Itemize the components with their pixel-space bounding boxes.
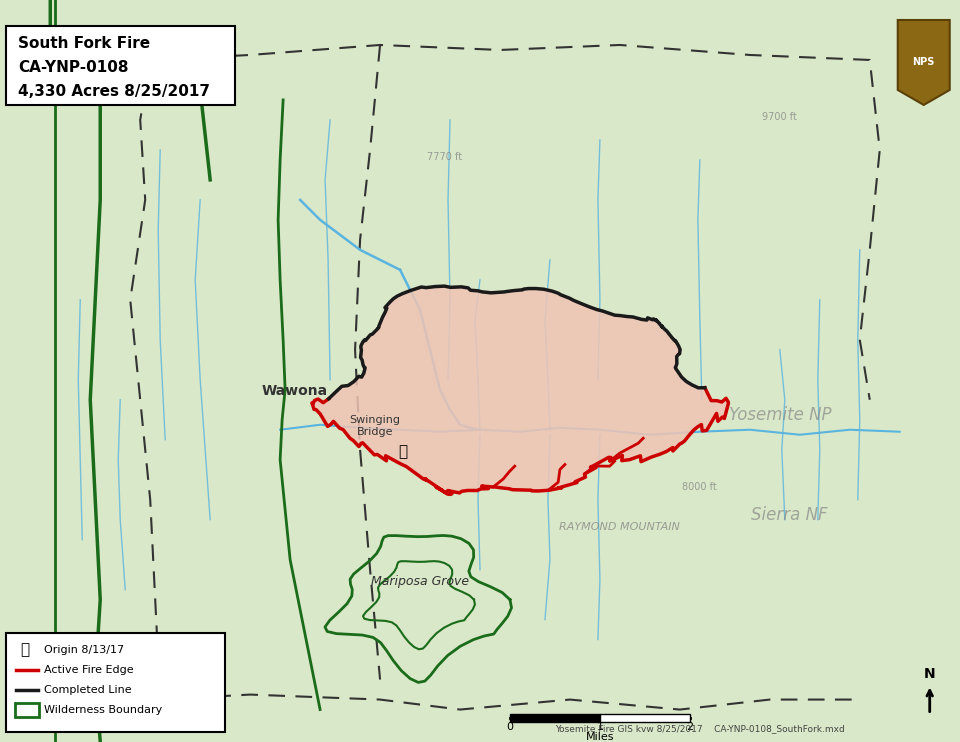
- Text: 8000 ft: 8000 ft: [683, 482, 717, 492]
- Polygon shape: [898, 20, 949, 105]
- Text: Mariposa Grove: Mariposa Grove: [371, 574, 469, 588]
- Text: CA-YNP-0108: CA-YNP-0108: [18, 60, 129, 75]
- Bar: [600, 714, 690, 721]
- Text: 0: 0: [507, 721, 514, 732]
- Text: 🔥: 🔥: [20, 642, 30, 657]
- Text: Miles: Miles: [586, 732, 614, 741]
- Text: South Fork Fire: South Fork Fire: [18, 36, 151, 51]
- FancyBboxPatch shape: [7, 26, 235, 105]
- Text: Wawona: Wawona: [262, 384, 328, 398]
- Text: 4,330 Acres 8/25/2017: 4,330 Acres 8/25/2017: [18, 84, 210, 99]
- Text: Origin 8/13/17: Origin 8/13/17: [44, 645, 125, 654]
- FancyBboxPatch shape: [7, 633, 226, 732]
- Text: RAYMOND MOUNTAIN: RAYMOND MOUNTAIN: [560, 522, 681, 532]
- Text: 🔥: 🔥: [398, 444, 408, 459]
- Text: Swinging
Bridge: Swinging Bridge: [349, 415, 400, 437]
- Text: Yosemite Fire GIS kvw 8/25/2017    CA-YNP-0108_SouthFork.mxd: Yosemite Fire GIS kvw 8/25/2017 CA-YNP-0…: [555, 724, 845, 734]
- Polygon shape: [312, 286, 729, 494]
- Text: Completed Line: Completed Line: [44, 685, 132, 695]
- Text: Wilderness Boundary: Wilderness Boundary: [44, 705, 162, 715]
- Bar: [510, 714, 600, 721]
- Text: N: N: [924, 666, 936, 680]
- Text: Yosemite NP: Yosemite NP: [729, 406, 831, 424]
- Text: Sierra NF: Sierra NF: [752, 506, 828, 524]
- Text: 7770 ft: 7770 ft: [427, 152, 463, 162]
- Text: Active Fire Edge: Active Fire Edge: [44, 665, 133, 674]
- Text: NPS: NPS: [913, 57, 935, 67]
- Text: 2: 2: [686, 721, 693, 732]
- Text: 1: 1: [596, 721, 604, 732]
- Text: 9700 ft: 9700 ft: [762, 112, 797, 122]
